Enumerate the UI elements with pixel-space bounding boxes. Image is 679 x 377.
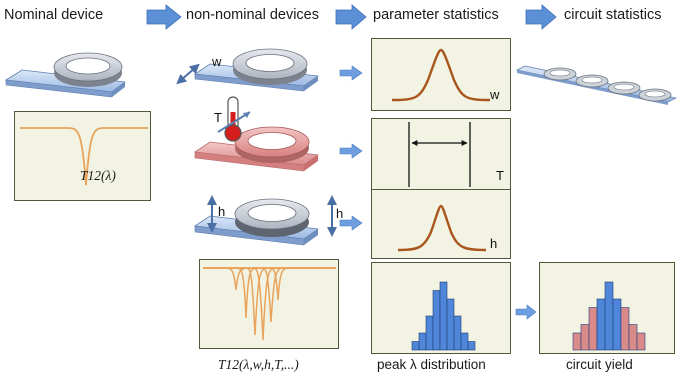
width-dist-label: w	[490, 87, 500, 102]
circuit-ring-array	[515, 65, 678, 105]
nominal-ring-resonator	[4, 52, 127, 98]
peak-histogram-bar	[418, 332, 427, 351]
height-param-label-right: h	[336, 206, 344, 221]
yield-histogram-bar	[612, 298, 622, 351]
yield-histogram-bar	[620, 307, 630, 351]
yield-histogram-bar	[628, 324, 638, 351]
peak-distribution-caption: peak λ distribution	[377, 357, 486, 372]
peak-histogram-bar	[425, 315, 434, 351]
row-arrow-temperature	[339, 143, 363, 159]
height-distribution-panel	[371, 189, 511, 259]
flow-arrow-1	[146, 4, 182, 30]
flow-arrow-2	[335, 4, 367, 30]
header-circuit-statistics: circuit statistics	[564, 7, 662, 23]
row-arrow-width	[339, 65, 363, 81]
flow-arrow-3	[525, 4, 557, 30]
peak-histogram-bar	[432, 290, 441, 351]
temperature-uniform-distribution	[408, 122, 471, 187]
width-varied-ring	[193, 48, 320, 92]
header-non-nominal-devices: non-nominal devices	[186, 7, 319, 23]
peak-histogram-bar	[460, 332, 469, 351]
peak-histogram-bar	[467, 341, 476, 351]
peak-histogram-bar	[453, 315, 462, 351]
varied-spectrum-curves	[203, 267, 336, 341]
height-param-label-left: h	[218, 204, 226, 219]
varied-spectrum-caption: T12(λ,w,h,T,...)	[218, 357, 299, 372]
row-arrows	[339, 65, 537, 320]
height-dist-label: h	[490, 236, 498, 251]
row-arrow-yield	[515, 304, 537, 320]
peak-histogram-bar	[439, 281, 448, 351]
peak-distribution-histogram	[411, 281, 476, 351]
circuit-yield-histogram	[572, 281, 646, 351]
nominal-spectrum-label: T12(λ)	[80, 168, 116, 183]
width-param-label: w	[212, 54, 222, 69]
row-arrow-height	[339, 215, 363, 231]
header-nominal-device: Nominal device	[4, 7, 104, 23]
width-gaussian-curve	[391, 48, 491, 102]
peak-histogram-bar	[411, 341, 420, 351]
yield-histogram-bar	[604, 281, 614, 351]
circuit-yield-caption: circuit yield	[566, 357, 633, 372]
height-varied-ring	[193, 198, 320, 246]
yield-histogram-bar	[588, 307, 598, 351]
temperature-dist-label: T	[496, 168, 504, 183]
temperature-param-label: T	[214, 110, 222, 125]
header-parameter-statistics: parameter statistics	[373, 7, 499, 23]
width-arrow-icon	[176, 63, 200, 85]
yield-histogram-bar	[636, 332, 646, 351]
temperature-arrow-icon	[217, 111, 251, 133]
yield-histogram-bar	[580, 324, 590, 351]
heated-ring	[193, 126, 320, 172]
nominal-spectrum-curve	[20, 127, 148, 186]
height-gaussian-curve	[397, 204, 487, 252]
yield-histogram-bar	[572, 332, 582, 351]
peak-histogram-bar	[446, 298, 455, 351]
header-flow-arrows	[146, 4, 557, 30]
temperature-distribution-panel	[371, 118, 511, 191]
yield-histogram-bar	[596, 298, 606, 351]
